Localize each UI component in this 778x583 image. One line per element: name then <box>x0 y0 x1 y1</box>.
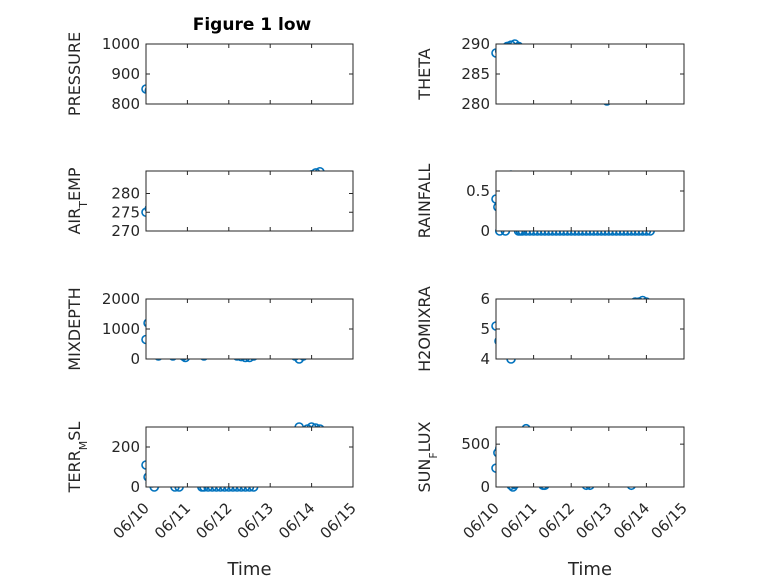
y-axis-label-part: TERR <box>65 450 84 493</box>
y-axis-label-subscript: F <box>427 452 440 458</box>
y-tick-label: 0 <box>130 478 140 496</box>
y-tick-label: 0 <box>480 222 490 240</box>
y-axis-label: SUNFLUX <box>415 421 440 492</box>
y-axis-label: H2OMIXRA <box>415 286 434 372</box>
x-tick-label: 06/11 <box>151 499 194 542</box>
y-axis-label: AIRTEMP <box>65 167 90 234</box>
axes-frame <box>495 43 685 105</box>
x-tick-label: 06/14 <box>275 499 318 542</box>
axes-pressure: 800 900 1000 PRESSURE <box>65 32 354 116</box>
y-axis-label-part: MIXDEPTH <box>65 287 84 370</box>
y-axis-label-part: PRESSURE <box>65 32 84 116</box>
x-tick-label: 06/13 <box>234 499 277 542</box>
axes-frame <box>495 170 685 232</box>
y-axis-label-subscript: T <box>77 201 90 209</box>
y-axis-label-subscript: M <box>77 441 90 451</box>
y-tick-label: 280 <box>461 95 490 113</box>
y-axis-label-part: AIR <box>65 208 84 235</box>
x-tick-label: 06/10 <box>110 499 153 542</box>
y-tick-label: 5 <box>480 320 490 338</box>
y-axis-label: TERRMSL <box>65 422 90 494</box>
y-axis-label-part: RAINFALL <box>415 164 434 239</box>
x-tick-label: 06/13 <box>572 499 615 542</box>
y-axis-label: THETA <box>415 48 434 100</box>
y-tick-label: 4 <box>480 350 490 368</box>
x-tick-label: 06/10 <box>460 499 503 542</box>
y-tick-label: 900 <box>111 65 140 83</box>
y-tick-label: 1000 <box>102 320 140 338</box>
axes-frame <box>145 170 354 232</box>
y-tick-label: 275 <box>111 203 140 221</box>
y-tick-label: 800 <box>111 95 140 113</box>
y-axis-label: RAINFALL <box>415 164 434 239</box>
axes-frame <box>495 298 685 360</box>
x-tick-label: 06/15 <box>648 499 691 542</box>
x-tick-label: 06/12 <box>535 499 578 542</box>
axes-frame <box>145 43 354 105</box>
x-axis-label: Time <box>567 559 612 580</box>
y-axis-label-part: H2OMIXRA <box>415 286 434 372</box>
x-tick-label: 06/15 <box>317 499 360 542</box>
y-tick-label: 290 <box>461 35 490 53</box>
figure-title: Figure 1 low <box>193 15 312 35</box>
y-tick-label: 0 <box>480 478 490 496</box>
y-axis-label: MIXDEPTH <box>65 287 84 370</box>
x-axis-label: Time <box>226 559 271 580</box>
axes-frame <box>145 426 354 488</box>
y-tick-label: 0 <box>130 350 140 368</box>
axes-mixdepth: 0 1000 2000 MIXDEPTH <box>65 287 354 371</box>
y-tick-label: 500 <box>461 435 490 453</box>
y-tick-label: 285 <box>461 65 490 83</box>
y-tick-label: 1000 <box>102 35 140 53</box>
x-tick-label: 06/12 <box>192 499 235 542</box>
y-tick-label: 6 <box>480 290 490 308</box>
axes-theta: 280 285 290 THETA <box>415 35 685 113</box>
x-tick-label: 06/11 <box>497 499 540 542</box>
axes-h2omixra: 4 5 6 H2OMIXRA <box>415 286 685 372</box>
y-axis-label-part: SUN <box>415 459 434 493</box>
axes-rainfall: 0 0.5 RAINFALL <box>415 164 685 240</box>
y-axis-label-part: THETA <box>415 48 434 100</box>
y-tick-label: 0.5 <box>466 182 490 200</box>
x-tick-label: 06/14 <box>610 499 653 542</box>
y-axis-label-part: LUX <box>415 421 434 452</box>
y-tick-label: 270 <box>111 222 140 240</box>
y-axis-label-part: SL <box>65 422 84 441</box>
y-axis-label-part: EMP <box>65 167 84 201</box>
y-axis-label: PRESSURE <box>65 32 84 116</box>
y-tick-label: 2000 <box>102 290 140 308</box>
axes-frame <box>495 426 685 488</box>
y-tick-label: 200 <box>111 438 140 456</box>
axes-frame <box>145 298 354 360</box>
y-tick-label: 280 <box>111 185 140 203</box>
